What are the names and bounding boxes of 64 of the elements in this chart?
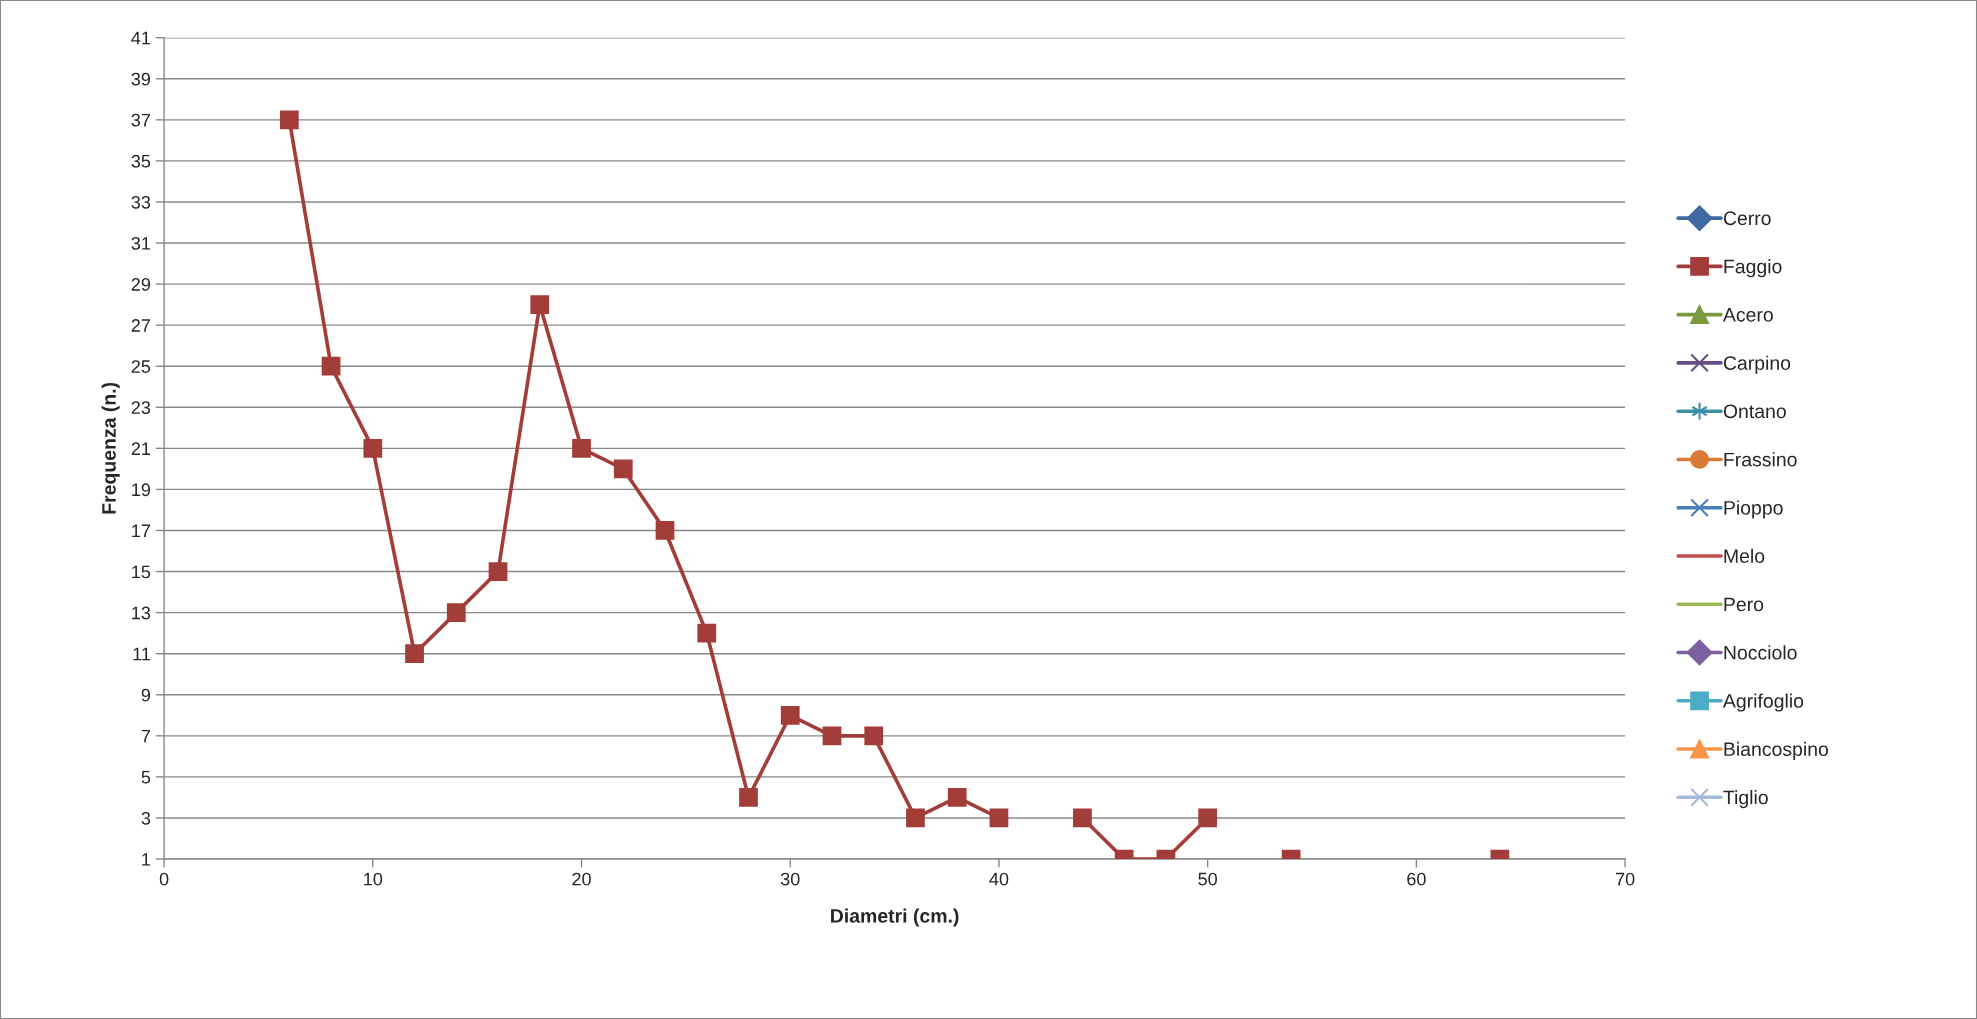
y-tick-label: 31: [131, 236, 151, 250]
y-tick-label: 13: [132, 606, 151, 620]
y-tick-label: 9: [141, 688, 151, 702]
point: [613, 459, 633, 479]
legend-label: Frassino: [1724, 452, 1797, 467]
y-tick-label: 27: [131, 319, 150, 332]
legend-label: Acero: [1722, 308, 1773, 322]
x-tick-label: 60: [1407, 872, 1426, 886]
point: [405, 644, 424, 664]
legend-label: Pero: [1724, 597, 1764, 612]
point: [739, 788, 758, 807]
legend-label: Ontano: [1723, 404, 1786, 419]
legend-label: Carpino: [1723, 355, 1791, 374]
y-tick-label: 5: [141, 771, 151, 784]
legend-label: Nocciolo: [1724, 645, 1797, 660]
x-axis-title: Diametri (cm.): [831, 908, 959, 927]
point: [572, 438, 591, 458]
y-tick-label: 25: [131, 360, 151, 373]
legend-label: Agrifoglio: [1722, 693, 1804, 712]
y-tick-label: 21: [131, 442, 151, 455]
x-tick-label: 70: [1615, 872, 1635, 886]
point: [864, 726, 884, 746]
legend-label: Biancospino: [1724, 741, 1829, 760]
legend-label: Cerro: [1723, 211, 1771, 226]
point: [530, 295, 550, 314]
point: [1198, 808, 1218, 828]
point: [279, 110, 299, 130]
point: [446, 603, 466, 622]
point: [488, 562, 508, 581]
point: [655, 521, 675, 540]
point: [989, 808, 1009, 828]
y-tick-label: 11: [133, 647, 151, 661]
y-axis-title: Frequenza (n.): [101, 382, 120, 514]
point: [363, 438, 383, 458]
point: [947, 788, 967, 807]
y-tick-label: 17: [132, 524, 150, 538]
legend-label: Tiglio: [1723, 790, 1768, 809]
x-tick-label: 50: [1198, 872, 1217, 886]
y-tick-label: 41: [131, 31, 151, 45]
y-tick-label: 7: [141, 729, 150, 743]
point: [321, 356, 341, 376]
y-tick-label: 1: [142, 853, 151, 866]
point: [906, 808, 925, 828]
point: [697, 623, 717, 643]
x-tick-label: 30: [780, 872, 800, 886]
y-tick-label: 39: [131, 72, 151, 86]
y-tick-label: 37: [131, 113, 150, 127]
y-tick-label: 3: [141, 811, 151, 825]
y-tick-label: 19: [132, 483, 151, 497]
legend-label: Pioppo: [1724, 500, 1783, 519]
x-tick-label: 40: [989, 872, 1009, 886]
x-tick-label: 10: [364, 872, 383, 886]
y-tick-label: 33: [131, 195, 151, 209]
legend-label: Faggio: [1724, 259, 1782, 278]
point: [822, 726, 842, 746]
x-tick-label: 20: [572, 872, 591, 886]
y-tick-label: 35: [131, 154, 151, 168]
point: [1073, 808, 1092, 828]
y-tick-label: 15: [132, 565, 151, 579]
x-tick-label: 0: [159, 872, 169, 886]
y-tick-label: 29: [131, 278, 151, 291]
y-tick-label: 23: [131, 401, 151, 415]
point: [780, 705, 800, 725]
legend-label: Melo: [1724, 548, 1765, 563]
